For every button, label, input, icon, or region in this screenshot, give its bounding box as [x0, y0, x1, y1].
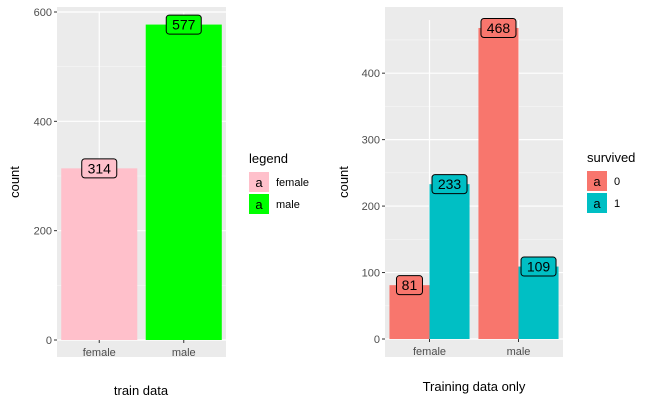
legend-label: male — [276, 199, 300, 211]
legend-label: 0 — [614, 176, 620, 188]
bar — [61, 168, 138, 340]
y-axis: 0 200 400 600 — [34, 7, 57, 347]
y-axis-title: count — [7, 166, 22, 198]
data-label-text: 233 — [438, 176, 462, 192]
data-label-box — [165, 14, 202, 35]
x-tick-label: male — [507, 346, 531, 358]
legend: legend a female a male — [249, 151, 309, 214]
data-labels: 314 577 — [81, 14, 202, 179]
legend-title: survived — [587, 150, 635, 165]
bar — [429, 184, 470, 339]
bar — [478, 27, 519, 339]
legend-key-glyph: a — [593, 196, 601, 211]
data-label: 233 — [431, 174, 468, 195]
bars — [389, 27, 559, 339]
x-tick-label: female — [83, 347, 116, 359]
data-label-box — [480, 17, 517, 38]
data-label-box — [395, 275, 423, 296]
x-tick-label: female — [413, 346, 446, 358]
legend-key — [249, 194, 269, 214]
y-tick-label: 400 — [34, 116, 52, 128]
x-axis-title: Training data only — [423, 379, 526, 394]
data-label-box — [81, 158, 118, 179]
legend-key-glyph: a — [255, 197, 263, 212]
bar — [145, 24, 222, 340]
y-tick-label: 200 — [362, 201, 380, 213]
data-label: 81 — [395, 275, 423, 296]
legend: survived a 0 a 1 — [587, 150, 635, 213]
y-tick-label: 0 — [46, 335, 52, 347]
data-label: 314 — [81, 158, 118, 179]
y-tick-label: 300 — [362, 135, 380, 147]
data-label: 577 — [165, 14, 202, 35]
x-axis: female male — [83, 340, 196, 359]
data-label-text: 468 — [487, 20, 511, 36]
legend-key — [587, 193, 607, 213]
y-tick-label: 100 — [362, 268, 380, 280]
legend-key-glyph: a — [255, 175, 263, 190]
data-label-text: 577 — [172, 17, 196, 33]
x-axis: female male — [413, 339, 530, 358]
x-axis-title: train data — [114, 383, 169, 398]
y-axis: 0 100 200 300 400 — [362, 68, 385, 346]
data-label: 109 — [520, 256, 557, 277]
data-label-box — [431, 174, 468, 195]
data-label-text: 314 — [88, 160, 112, 176]
y-tick-label: 0 — [374, 334, 380, 346]
y-axis-title: count — [336, 166, 351, 198]
y-tick-label: 600 — [34, 7, 52, 19]
legend-label: 1 — [614, 198, 620, 210]
legend-key — [587, 171, 607, 191]
y-tick-label: 400 — [362, 68, 380, 80]
data-labels: 81 233 468 109 — [395, 17, 557, 296]
data-label-box — [520, 256, 557, 277]
legend-title: legend — [249, 151, 288, 166]
data-label: 468 — [480, 17, 517, 38]
chart-training-data-only: 81 233 468 109 0 100 200 300 400 female male Tra… — [336, 7, 635, 394]
data-label-text: 81 — [402, 277, 418, 293]
bars — [61, 24, 222, 340]
data-label-text: 109 — [527, 259, 551, 275]
y-tick-label: 200 — [34, 226, 52, 238]
x-tick-label: male — [172, 347, 196, 359]
legend-key — [249, 172, 269, 192]
legend-label: female — [276, 177, 309, 189]
bar — [518, 266, 559, 339]
legend-key-glyph: a — [593, 174, 601, 189]
